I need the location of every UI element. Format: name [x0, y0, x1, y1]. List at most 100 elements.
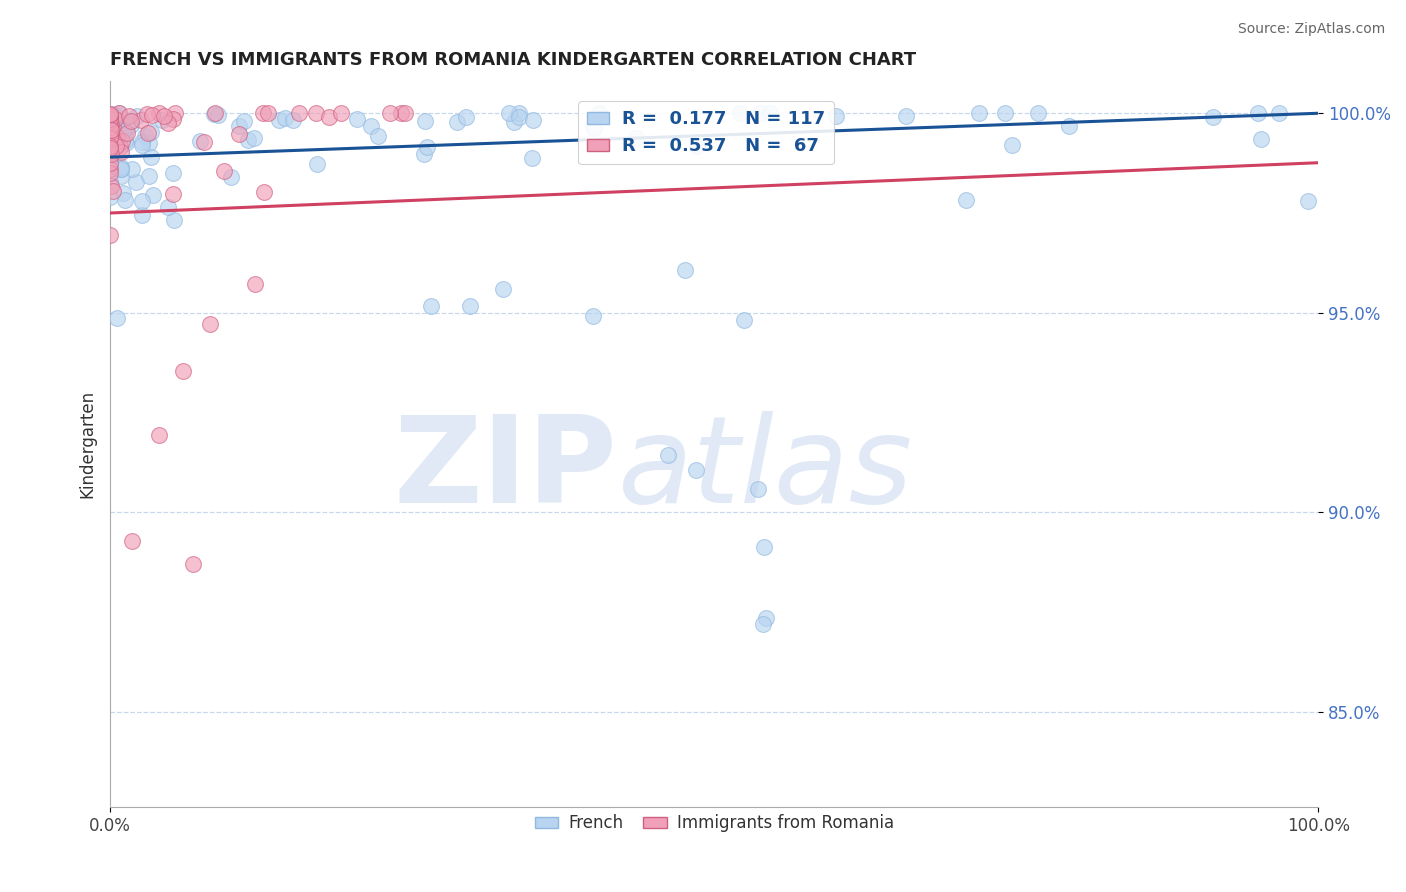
Point	[346, 112, 368, 127]
Point	[269, 112, 291, 127]
Point	[101, 184, 124, 198]
Point	[413, 146, 436, 161]
Point	[389, 106, 412, 120]
Point	[207, 108, 229, 122]
Point	[1202, 110, 1225, 124]
Point	[243, 277, 266, 292]
Point	[100, 128, 122, 143]
Point	[273, 111, 295, 125]
Point	[228, 127, 250, 141]
Point	[1059, 119, 1081, 133]
Point	[98, 124, 121, 138]
Point	[148, 106, 170, 120]
Point	[157, 201, 180, 215]
Point	[110, 145, 132, 160]
Point	[98, 109, 121, 123]
Point	[103, 119, 125, 133]
Point	[110, 160, 132, 174]
Point	[141, 108, 163, 122]
Point	[125, 175, 148, 189]
Point	[108, 106, 131, 120]
Point	[204, 106, 226, 120]
Point	[728, 106, 751, 120]
Legend: French, Immigrants from Romania: French, Immigrants from Romania	[529, 807, 900, 839]
Point	[329, 106, 352, 120]
Point	[98, 138, 121, 153]
Point	[492, 282, 515, 296]
Point	[380, 106, 402, 120]
Point	[98, 159, 121, 173]
Point	[131, 135, 153, 149]
Point	[103, 120, 125, 134]
Point	[136, 126, 159, 140]
Point	[98, 130, 121, 145]
Point	[1267, 106, 1289, 120]
Point	[221, 170, 243, 185]
Point	[582, 121, 605, 136]
Point	[98, 110, 121, 124]
Point	[121, 161, 143, 176]
Text: FRENCH VS IMMIGRANTS FROM ROMANIA KINDERGARTEN CORRELATION CHART: FRENCH VS IMMIGRANTS FROM ROMANIA KINDER…	[110, 51, 917, 69]
Point	[148, 427, 170, 442]
Text: atlas: atlas	[617, 411, 912, 528]
Point	[305, 106, 328, 120]
Point	[108, 134, 131, 148]
Point	[98, 123, 121, 137]
Point	[100, 107, 122, 121]
Point	[413, 114, 436, 128]
Point	[115, 121, 138, 136]
Point	[156, 116, 179, 130]
Point	[508, 110, 530, 124]
Point	[367, 128, 389, 143]
Point	[994, 106, 1017, 120]
Point	[131, 208, 153, 222]
Point	[236, 133, 259, 147]
Point	[685, 463, 707, 477]
Point	[98, 131, 121, 145]
Point	[98, 174, 121, 188]
Point	[129, 113, 152, 128]
Point	[98, 128, 121, 143]
Point	[98, 128, 121, 143]
Point	[104, 112, 127, 126]
Point	[104, 139, 127, 153]
Point	[582, 309, 605, 323]
Point	[98, 108, 121, 122]
Point	[98, 113, 121, 128]
Point	[283, 113, 305, 128]
Point	[100, 117, 122, 131]
Point	[98, 108, 121, 122]
Point	[967, 106, 990, 120]
Point	[686, 138, 709, 153]
Point	[98, 158, 121, 172]
Point	[751, 616, 773, 631]
Point	[752, 540, 775, 554]
Point	[105, 310, 128, 325]
Point	[394, 106, 416, 120]
Point	[98, 145, 121, 159]
Text: Source: ZipAtlas.com: Source: ZipAtlas.com	[1237, 22, 1385, 37]
Point	[522, 113, 544, 128]
Point	[193, 135, 215, 149]
Point	[150, 113, 173, 128]
Point	[98, 145, 121, 160]
Point	[100, 178, 122, 193]
Point	[98, 120, 121, 134]
Point	[748, 106, 770, 120]
Point	[110, 162, 132, 177]
Point	[112, 186, 135, 201]
Point	[127, 109, 149, 123]
Point	[100, 147, 122, 161]
Point	[101, 159, 124, 173]
Point	[305, 157, 328, 171]
Point	[103, 111, 125, 125]
Point	[758, 106, 780, 120]
Point	[1026, 106, 1049, 120]
Point	[98, 190, 121, 204]
Point	[624, 131, 647, 145]
Point	[232, 114, 254, 128]
Point	[100, 113, 122, 128]
Point	[454, 110, 477, 124]
Point	[110, 169, 132, 183]
Text: ZIP: ZIP	[394, 411, 617, 528]
